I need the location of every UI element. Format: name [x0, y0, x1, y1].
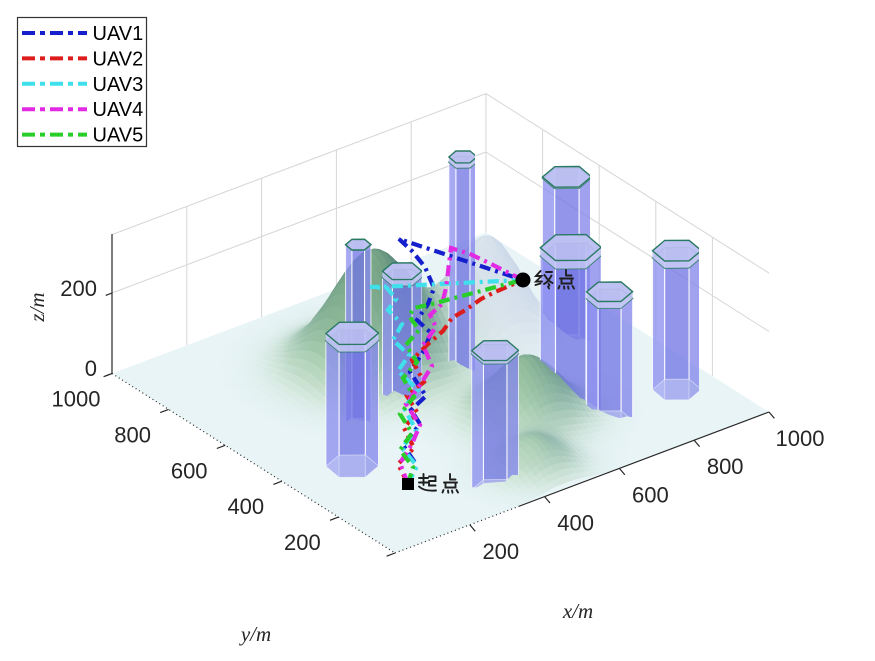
- svg-text:UAV5: UAV5: [93, 125, 144, 147]
- svg-text:600: 600: [171, 458, 208, 483]
- svg-text:z/m: z/m: [25, 292, 49, 322]
- svg-text:200: 200: [482, 539, 519, 564]
- svg-text:800: 800: [707, 454, 744, 479]
- svg-text:0: 0: [85, 356, 97, 381]
- svg-text:600: 600: [632, 482, 669, 507]
- svg-text:800: 800: [114, 422, 151, 447]
- svg-text:200: 200: [60, 276, 97, 301]
- svg-text:400: 400: [557, 511, 594, 536]
- svg-text:x/m: x/m: [562, 599, 593, 623]
- svg-text:UAV4: UAV4: [93, 99, 144, 121]
- svg-text:y/m: y/m: [239, 622, 271, 646]
- svg-text:400: 400: [227, 494, 264, 519]
- svg-text:1000: 1000: [52, 387, 101, 412]
- svg-text:1000: 1000: [776, 426, 825, 451]
- svg-text:UAV2: UAV2: [93, 48, 144, 70]
- svg-text:UAV3: UAV3: [93, 74, 144, 96]
- svg-text:UAV1: UAV1: [93, 23, 144, 45]
- svg-text:200: 200: [284, 530, 321, 555]
